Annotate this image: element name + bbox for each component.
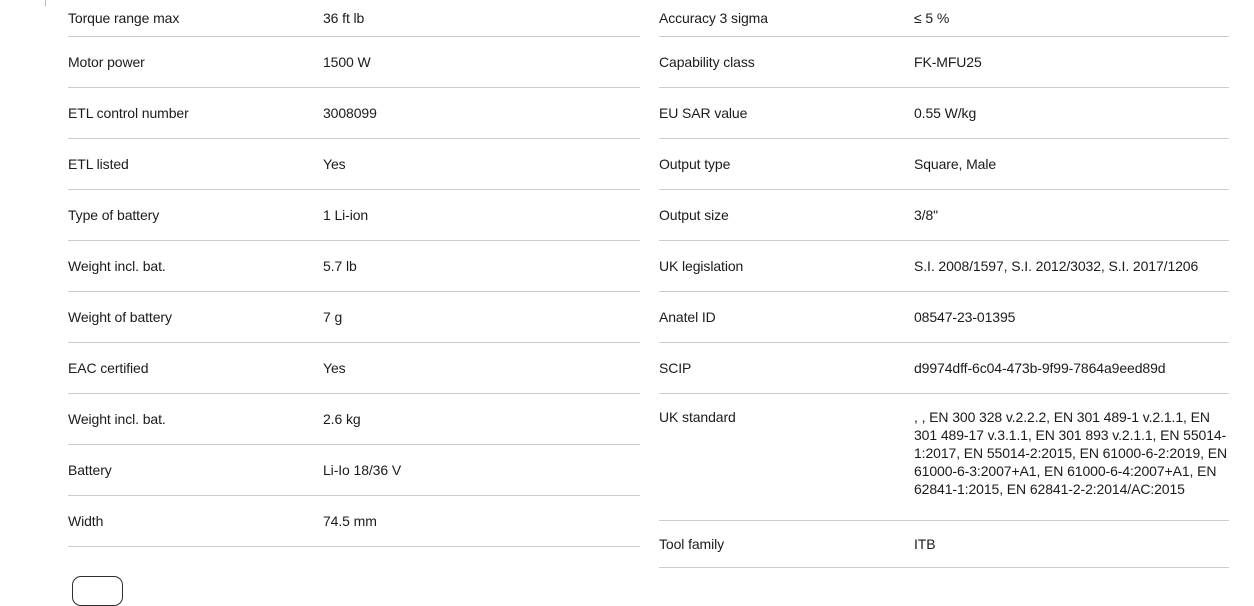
spec-row: SCIP d9974dff-6c04-473b-9f99-7864a9eed89… xyxy=(659,343,1229,394)
spec-label: Weight of battery xyxy=(68,309,172,325)
spec-row: Width 74.5 mm xyxy=(68,496,640,547)
spec-value: 1 Li-ion xyxy=(323,207,369,223)
spec-row: Output size 3/8" xyxy=(659,190,1229,241)
spec-value: ITB xyxy=(914,536,936,552)
spec-value: S.I. 2008/1597, S.I. 2012/3032, S.I. 201… xyxy=(914,258,1199,274)
spec-label: Accuracy 3 sigma xyxy=(659,10,768,26)
spec-label: EAC certified xyxy=(68,360,149,376)
spec-row: ETL control number 3008099 xyxy=(68,88,640,139)
spec-value: 2.6 kg xyxy=(323,411,361,427)
spec-value: 0.55 W/kg xyxy=(914,105,977,121)
spec-row: Weight incl. bat. 2.6 kg xyxy=(68,394,640,445)
spec-value: 1500 W xyxy=(323,54,371,70)
spec-row: Type of battery 1 Li-ion xyxy=(68,190,640,241)
spec-label: Capability class xyxy=(659,54,755,70)
spec-value: 7 g xyxy=(323,309,343,325)
spec-row: Anatel ID 08547-23-01395 xyxy=(659,292,1229,343)
spec-label: ETL listed xyxy=(68,156,129,172)
spec-table-left: Torque range max 36 ft lb Motor power 15… xyxy=(68,0,640,547)
spec-label: SCIP xyxy=(659,360,692,376)
spec-value: d9974dff-6c04-473b-9f99-7864a9eed89d xyxy=(914,360,1166,376)
spec-row: Motor power 1500 W xyxy=(68,37,640,88)
spec-row: Weight of battery 7 g xyxy=(68,292,640,343)
spec-label: Anatel ID xyxy=(659,309,716,325)
spec-value: 36 ft lb xyxy=(323,10,365,26)
spec-value: 3/8" xyxy=(914,207,939,223)
spec-label: ETL control number xyxy=(68,105,189,121)
spec-row: EAC certified Yes xyxy=(68,343,640,394)
spec-row: UK legislation S.I. 2008/1597, S.I. 2012… xyxy=(659,241,1229,292)
spec-value: Yes xyxy=(323,156,346,172)
spec-row: Tool family ITB xyxy=(659,521,1229,568)
spec-label: UK legislation xyxy=(659,258,744,274)
spec-row: Weight incl. bat. 5.7 lb xyxy=(68,241,640,292)
spec-row: Battery Li-Io 18/36 V xyxy=(68,445,640,496)
spec-value: Yes xyxy=(323,360,346,376)
spec-label: UK standard xyxy=(659,409,736,425)
page-edge-artifact xyxy=(45,0,46,6)
spec-table-right: Accuracy 3 sigma ≤ 5 % Capability class … xyxy=(659,0,1229,568)
spec-label: Type of battery xyxy=(68,207,160,223)
spec-row: Accuracy 3 sigma ≤ 5 % xyxy=(659,0,1229,37)
spec-row: Capability class FK-MFU25 xyxy=(659,37,1229,88)
spec-label: Battery xyxy=(68,462,112,478)
spec-label: Output type xyxy=(659,156,731,172)
spec-value: ≤ 5 % xyxy=(914,10,950,26)
spec-value: 3008099 xyxy=(323,105,377,121)
spec-value: Li-Io 18/36 V xyxy=(323,462,402,478)
spec-label: EU SAR value xyxy=(659,105,748,121)
spec-value: FK-MFU25 xyxy=(914,54,982,70)
spec-value: 74.5 mm xyxy=(323,513,377,529)
spec-row: ETL listed Yes xyxy=(68,139,640,190)
spec-row: Torque range max 36 ft lb xyxy=(68,0,640,37)
spec-value: , , EN 300 328 v.2.2.2, EN 301 489-1 v.2… xyxy=(914,409,1227,497)
spec-label: Tool family xyxy=(659,536,725,552)
show-less-button[interactable] xyxy=(72,576,123,606)
spec-label: Torque range max xyxy=(68,10,180,26)
spec-value: Square, Male xyxy=(914,156,997,172)
spec-value: 08547-23-01395 xyxy=(914,309,1016,325)
spec-label: Width xyxy=(68,513,104,529)
spec-value: 5.7 lb xyxy=(323,258,357,274)
spec-label: Weight incl. bat. xyxy=(68,258,166,274)
spec-row: UK standard , , EN 300 328 v.2.2.2, EN 3… xyxy=(659,394,1229,521)
spec-row: Output type Square, Male xyxy=(659,139,1229,190)
spec-label: Output size xyxy=(659,207,729,223)
spec-label: Weight incl. bat. xyxy=(68,411,166,427)
spec-row: EU SAR value 0.55 W/kg xyxy=(659,88,1229,139)
spec-label: Motor power xyxy=(68,54,145,70)
